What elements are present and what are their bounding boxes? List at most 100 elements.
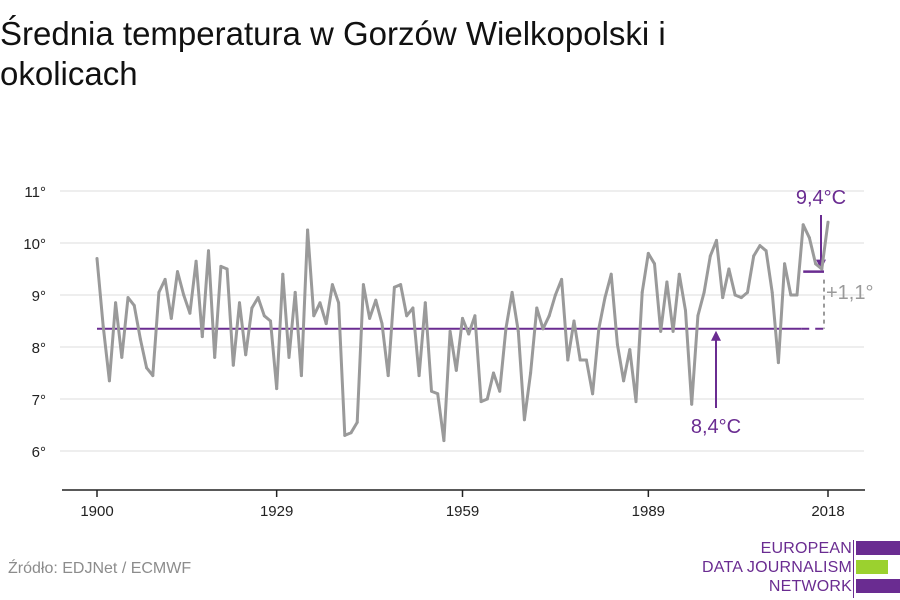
x-tick-label: 1929 — [260, 503, 293, 520]
data-point — [708, 254, 712, 258]
data-point — [603, 296, 607, 300]
data-point — [770, 290, 774, 294]
data-point — [207, 249, 210, 253]
data-point — [448, 329, 452, 333]
data-point — [584, 358, 588, 362]
data-point — [244, 353, 248, 357]
data-point — [776, 361, 780, 365]
data-point — [659, 329, 663, 333]
data-point — [516, 329, 520, 333]
data-point — [553, 293, 557, 297]
data-point — [826, 220, 830, 224]
data-point — [783, 262, 787, 266]
data-point — [510, 290, 514, 294]
data-point — [671, 329, 675, 333]
data-point — [566, 358, 570, 362]
data-point — [194, 259, 198, 263]
logo-text-line-1: EUROPEAN — [760, 540, 852, 557]
data-point — [250, 306, 254, 310]
data-point — [436, 392, 440, 396]
data-point — [653, 262, 656, 266]
data-point — [442, 439, 446, 443]
data-point — [795, 293, 799, 297]
data-point — [299, 374, 303, 378]
data-point — [721, 296, 725, 300]
data-point — [423, 301, 427, 305]
data-point — [355, 420, 359, 424]
data-point — [684, 309, 687, 313]
data-point — [622, 379, 626, 383]
data-point — [95, 257, 99, 261]
y-tick-label: 7° — [32, 392, 46, 409]
data-point — [182, 293, 186, 297]
data-point — [504, 327, 508, 331]
data-point — [392, 285, 396, 289]
data-point — [572, 319, 576, 323]
data-point — [746, 290, 749, 294]
data-point — [126, 296, 130, 300]
data-point — [405, 314, 409, 318]
logo-bar-purple-bottom — [856, 579, 900, 593]
logo-divider — [853, 540, 854, 598]
temperature-data-points — [95, 220, 830, 443]
data-point — [176, 270, 179, 274]
source-note: Źródło: EDJNet / ECMWF — [8, 560, 192, 577]
data-point — [807, 236, 811, 240]
data-point — [820, 267, 824, 271]
data-point — [665, 280, 669, 284]
data-point — [560, 277, 564, 281]
data-point — [541, 327, 545, 331]
data-point — [120, 355, 124, 359]
data-point — [597, 327, 601, 331]
data-point — [200, 335, 204, 339]
data-point — [145, 366, 149, 370]
data-point — [361, 283, 365, 287]
data-point — [789, 293, 793, 297]
data-point — [269, 319, 272, 323]
data-point — [411, 306, 415, 310]
data-point — [467, 332, 471, 336]
y-tick-label: 6° — [32, 444, 46, 461]
data-point — [677, 272, 681, 276]
recent-value-label: 9,4°C — [796, 187, 846, 209]
data-point — [715, 238, 718, 242]
data-point — [306, 228, 310, 232]
data-point — [634, 400, 638, 404]
data-point — [275, 387, 279, 391]
data-point — [262, 314, 266, 318]
x-tick-label: 1959 — [446, 503, 479, 520]
data-point — [231, 363, 235, 367]
data-point — [479, 400, 483, 404]
difference-label: +1,1° — [826, 282, 873, 304]
data-point — [337, 301, 341, 305]
data-point — [801, 223, 805, 227]
logo-text-line-3: NETWORK — [768, 578, 852, 595]
x-tick-label: 2018 — [811, 503, 844, 520]
temperature-series-line — [95, 220, 830, 443]
data-point — [417, 374, 421, 378]
data-point — [758, 244, 762, 248]
x-tick-label: 1989 — [632, 503, 665, 520]
data-point — [498, 389, 502, 393]
data-point — [591, 392, 595, 396]
data-point — [399, 283, 403, 287]
data-point — [430, 389, 433, 393]
data-point — [368, 316, 372, 320]
x-axis-ticks: 1900 1929 1959 1989 2018 — [80, 490, 845, 520]
y-tick-label: 8° — [32, 340, 46, 357]
data-point — [219, 264, 223, 268]
data-point — [238, 301, 241, 305]
data-point — [151, 374, 155, 378]
edjnet-logo: EUROPEAN DATA JOURNALISM NETWORK — [700, 538, 900, 598]
data-point — [615, 342, 619, 346]
data-point — [529, 371, 533, 375]
data-point — [132, 303, 136, 307]
data-point — [374, 298, 378, 302]
data-point — [330, 283, 334, 287]
data-point — [114, 301, 118, 305]
y-tick-label: 9° — [32, 288, 46, 305]
data-point — [628, 348, 632, 352]
data-point — [578, 358, 582, 362]
data-point — [386, 374, 390, 378]
